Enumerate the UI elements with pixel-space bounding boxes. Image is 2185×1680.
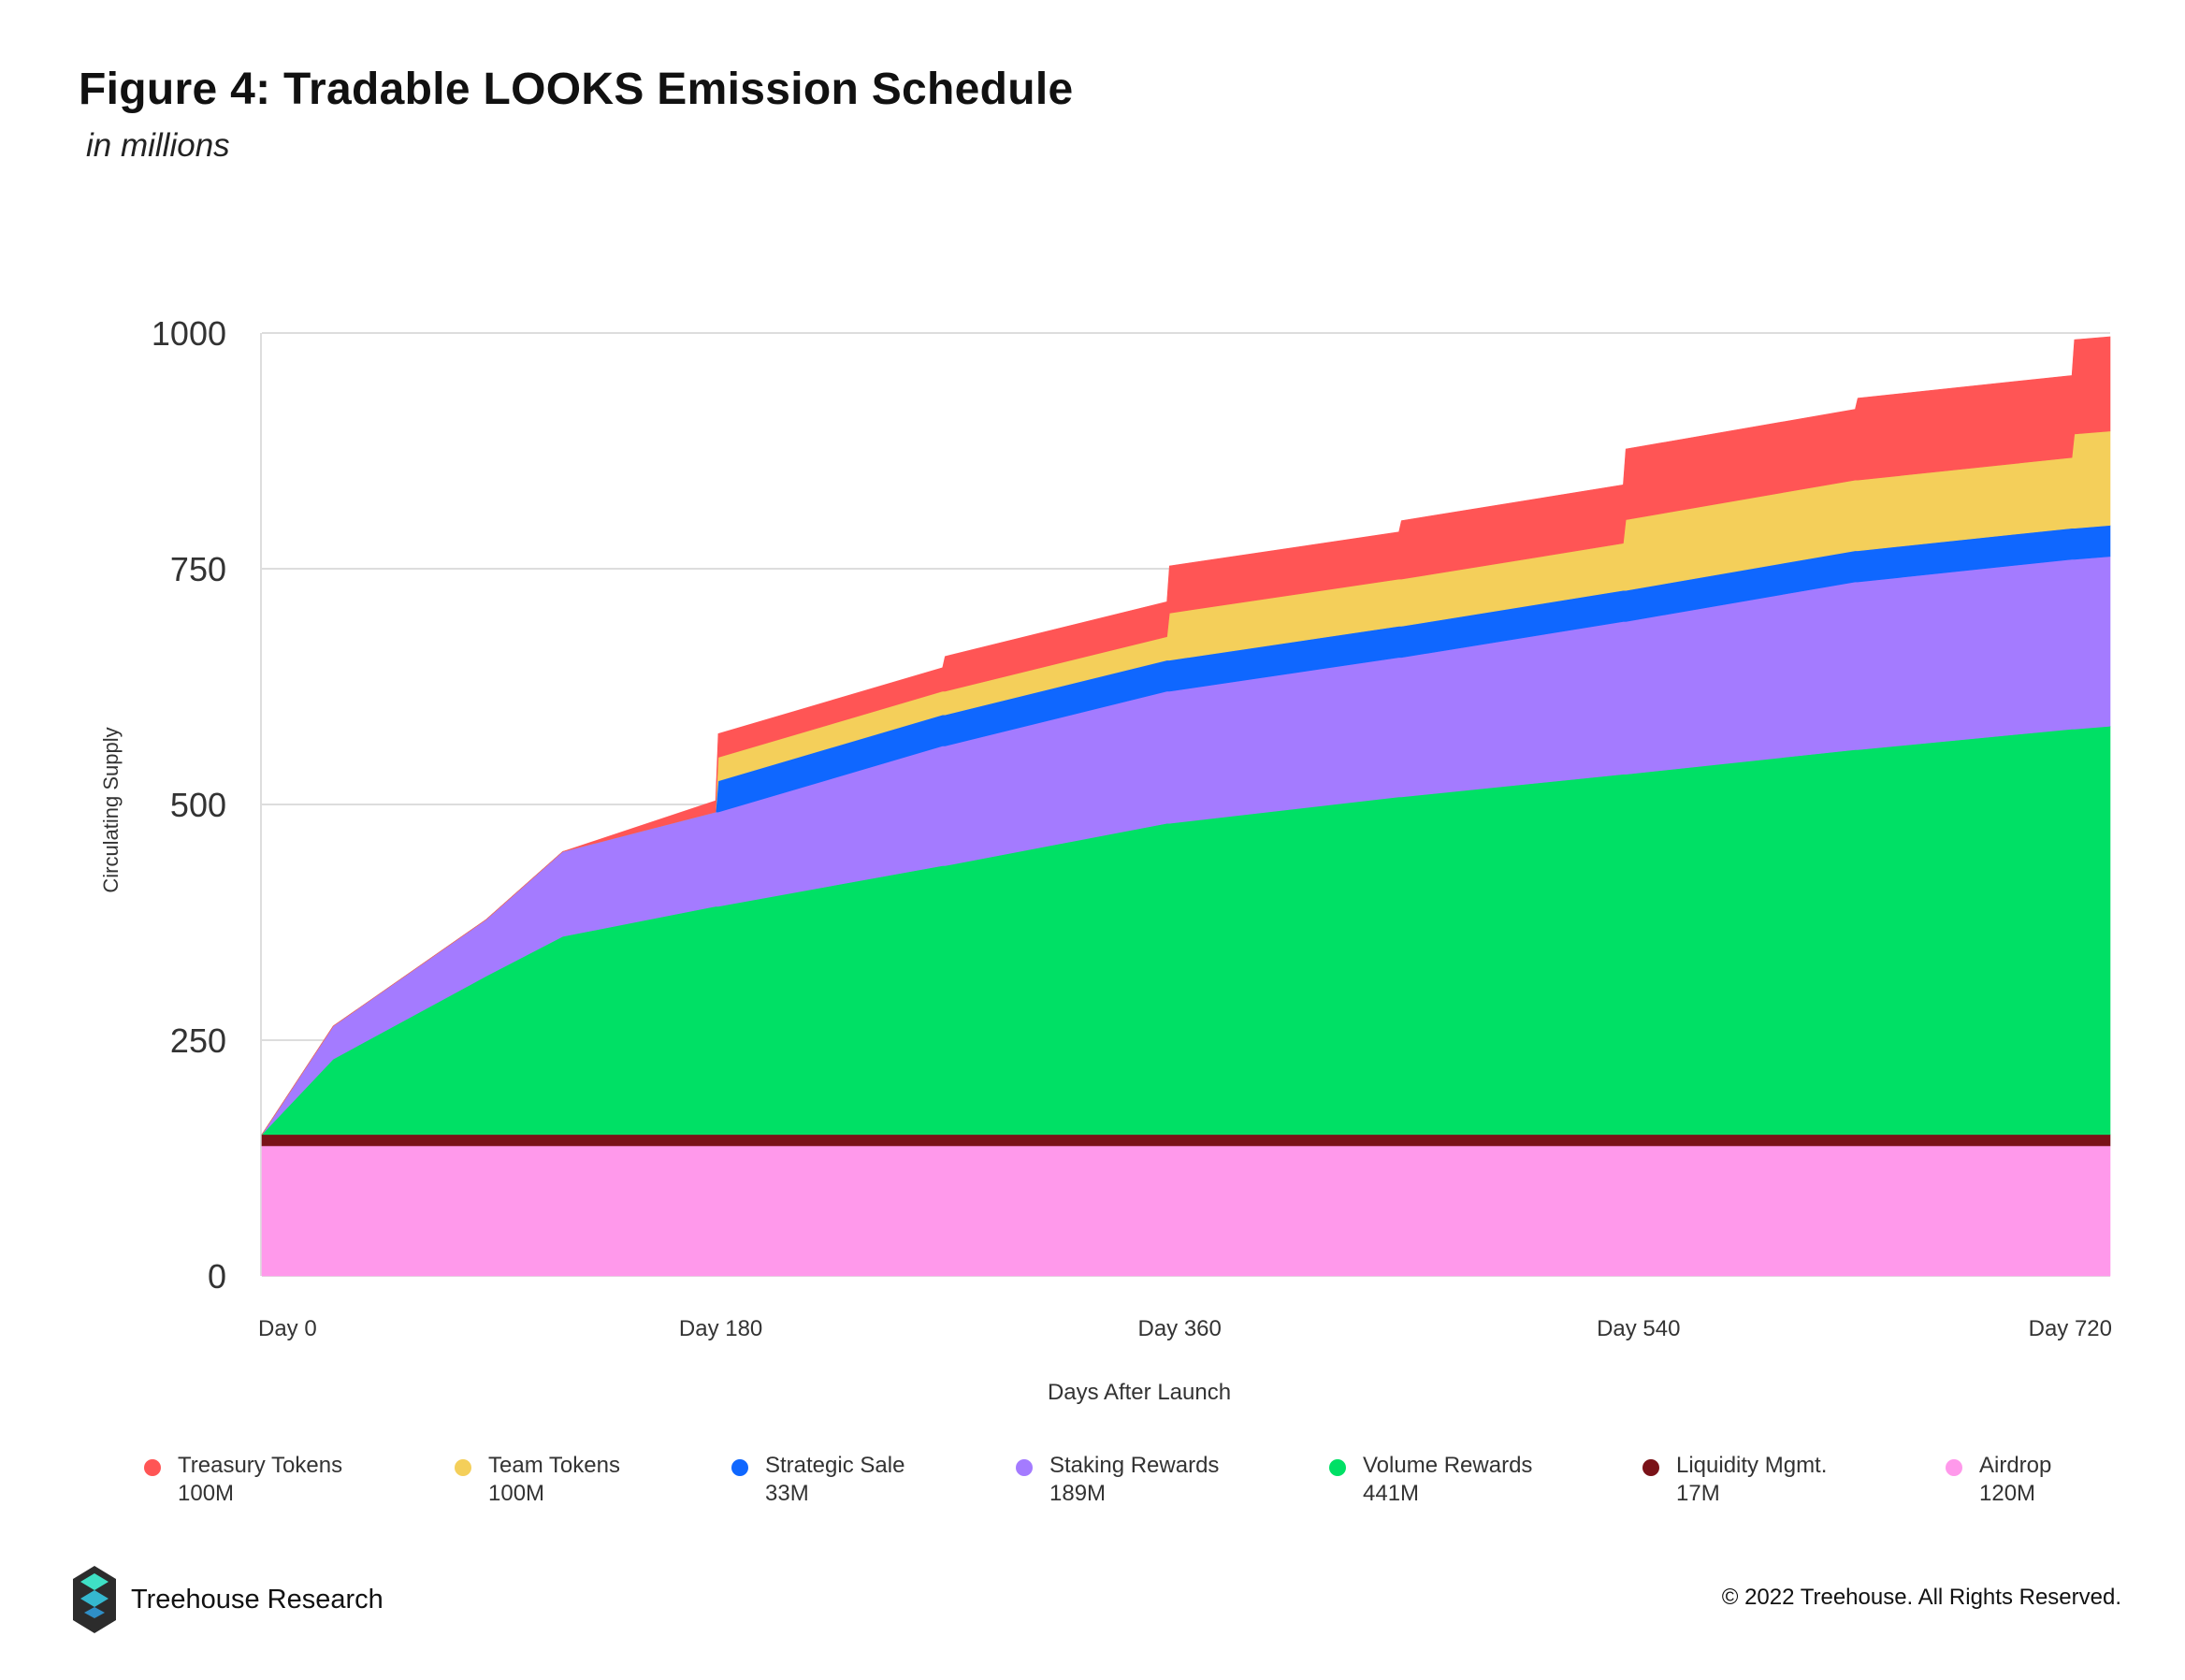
y-axis-label: Circulating Supply: [99, 727, 123, 892]
brand-name: Treehouse Research: [131, 1584, 383, 1615]
legend-text: Treasury Tokens 100M: [178, 1452, 342, 1508]
legend-swatch: [1016, 1459, 1033, 1476]
brand: Treehouse Research: [71, 1564, 383, 1635]
legend-text: Staking Rewards 189M: [1049, 1452, 1219, 1508]
stacked-area-chart: 0 250 500 750 1000 Day 0 Day 180 Day 360 Day 54…: [99, 314, 2112, 1405]
legend-value: 33M: [765, 1481, 809, 1506]
y-tick-label: 250: [170, 1021, 226, 1060]
legend-item-team-tokens: Team Tokens 100M: [455, 1452, 620, 1508]
y-tick-label: 750: [170, 550, 226, 588]
legend-swatch: [731, 1459, 748, 1476]
legend-text: Team Tokens 100M: [488, 1452, 620, 1508]
legend-label: Treasury Tokens: [178, 1453, 343, 1478]
legend-label: Strategic Sale: [765, 1453, 905, 1478]
legend-value: 100M: [178, 1481, 235, 1506]
x-tick-label: Day 540: [1597, 1316, 1680, 1341]
y-axis-ticks: 0 250 500 750 1000: [152, 314, 226, 1296]
y-tick-label: 500: [170, 786, 226, 824]
legend-text: Liquidity Mgmt. 17M: [1676, 1452, 1827, 1508]
treehouse-logo-icon: [73, 1566, 116, 1633]
legend-item-airdrop: Airdrop 120M: [1946, 1452, 2051, 1508]
legend-value: 120M: [1979, 1481, 2036, 1506]
x-tick-label: Day 180: [679, 1316, 762, 1341]
legend-label: Volume Rewards: [1363, 1453, 1533, 1478]
area-treasury-tokens: [261, 336, 2111, 1135]
legend-item-volume-rewards: Volume Rewards 441M: [1329, 1452, 1532, 1508]
legend-value: 17M: [1676, 1481, 1720, 1506]
x-tick-label: Day 360: [1137, 1316, 1221, 1341]
chart-legend: Treasury Tokens 100M Team Tokens 100M Strate…: [0, 1452, 2185, 1527]
area-airdrop: [261, 1145, 2111, 1277]
legend-item-staking-rewards: Staking Rewards 189M: [1016, 1452, 1219, 1508]
y-tick-label: 1000: [152, 314, 226, 353]
legend-value: 100M: [488, 1481, 545, 1506]
y-tick-label: 0: [208, 1257, 226, 1296]
area-liquidity-mgmt: [261, 1134, 2111, 1147]
x-axis-label: Days After Launch: [1048, 1380, 1231, 1405]
x-tick-label: Day 0: [258, 1316, 317, 1341]
legend-value: 441M: [1363, 1481, 1420, 1506]
chart-subtitle: in millions: [86, 127, 230, 164]
legend-label: Staking Rewards: [1049, 1453, 1220, 1478]
legend-label: Liquidity Mgmt.: [1676, 1453, 1828, 1478]
legend-swatch: [1946, 1459, 1962, 1476]
legend-item-liquidity-mgmt: Liquidity Mgmt. 17M: [1642, 1452, 1827, 1508]
legend-item-treasury-tokens: Treasury Tokens 100M: [144, 1452, 342, 1508]
legend-swatch: [1329, 1459, 1346, 1476]
legend-label: Team Tokens: [488, 1453, 620, 1478]
legend-swatch: [144, 1459, 161, 1476]
legend-value: 189M: [1049, 1481, 1107, 1506]
legend-text: Volume Rewards 441M: [1363, 1452, 1532, 1508]
legend-text: Airdrop 120M: [1979, 1452, 2051, 1508]
legend-label: Airdrop: [1979, 1453, 2052, 1478]
x-axis-ticks: Day 0 Day 180 Day 360 Day 540 Day 720: [258, 1316, 2112, 1341]
legend-text: Strategic Sale 33M: [765, 1452, 904, 1508]
legend-item-strategic-sale: Strategic Sale 33M: [731, 1452, 904, 1508]
legend-swatch: [455, 1459, 471, 1476]
chart-title: Figure 4: Tradable LOOKS Emission Schedu…: [79, 65, 1074, 114]
legend-swatch: [1642, 1459, 1659, 1476]
area-series: [261, 336, 2111, 1277]
copyright-notice: © 2022 Treehouse. All Rights Reserved.: [1721, 1585, 2121, 1610]
x-tick-label: Day 720: [2029, 1316, 2112, 1341]
